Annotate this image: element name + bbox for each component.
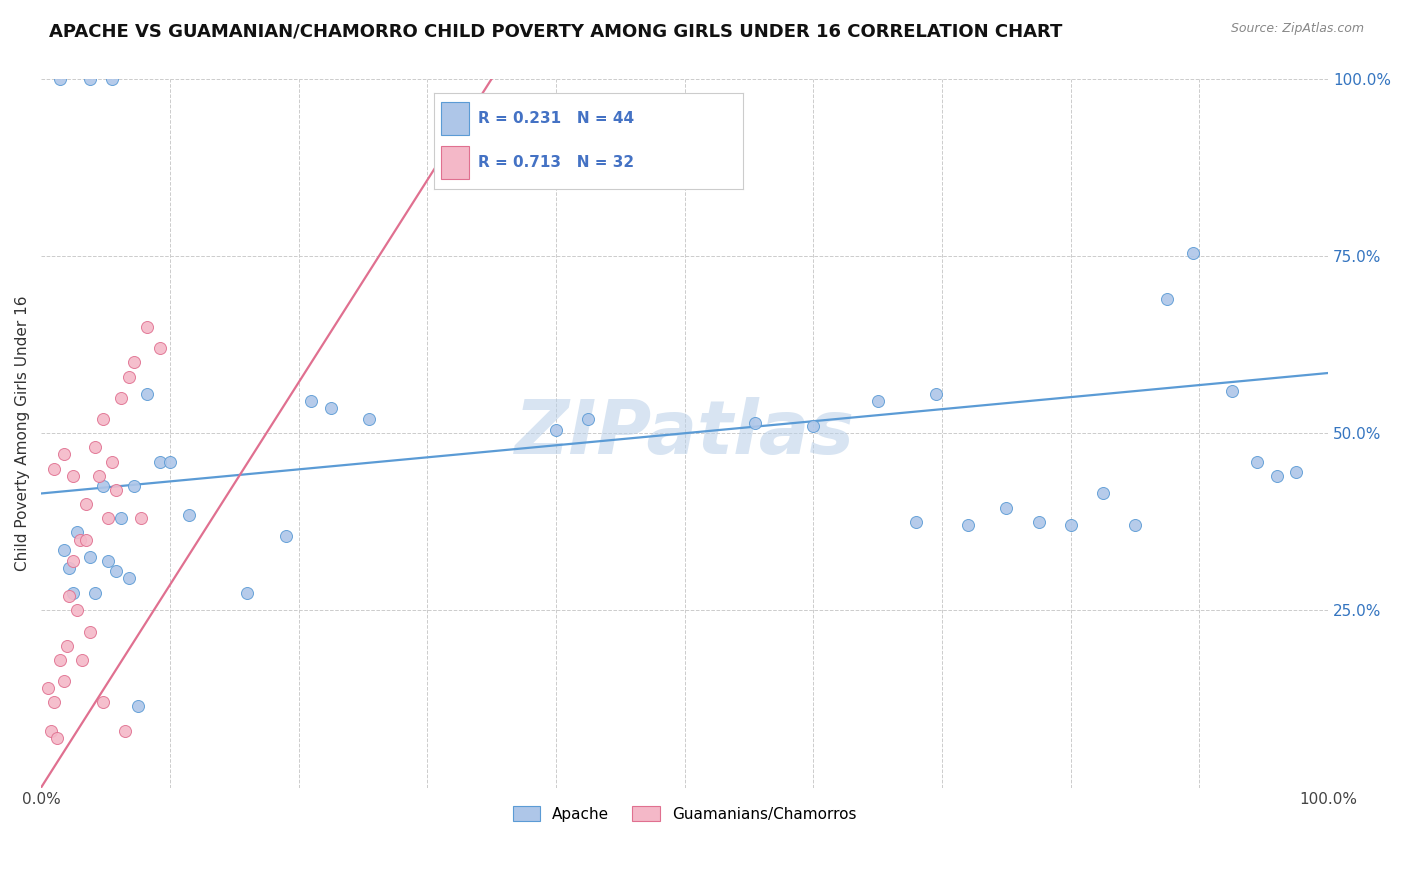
Point — [131, 511, 153, 525]
Point — [1265, 468, 1288, 483]
Point — [58, 561, 80, 575]
Point — [79, 72, 101, 87]
Point — [236, 585, 259, 599]
Point — [122, 355, 145, 369]
Point — [66, 603, 89, 617]
Point — [127, 699, 149, 714]
Point — [56, 639, 79, 653]
Point — [274, 529, 297, 543]
Point — [53, 674, 76, 689]
Point — [1060, 518, 1083, 533]
Point — [148, 454, 170, 468]
Point — [744, 416, 766, 430]
Point — [1123, 518, 1146, 533]
Point — [72, 653, 94, 667]
Point — [956, 518, 979, 533]
Point — [62, 585, 84, 599]
Point — [79, 624, 101, 639]
Point — [1091, 486, 1114, 500]
Point — [905, 515, 928, 529]
Point — [49, 72, 72, 87]
Point — [75, 533, 97, 547]
Point — [41, 723, 63, 738]
Point — [576, 412, 599, 426]
Text: Source: ZipAtlas.com: Source: ZipAtlas.com — [1230, 22, 1364, 36]
Point — [75, 497, 97, 511]
Point — [159, 454, 181, 468]
Point — [299, 394, 322, 409]
Point — [37, 681, 59, 696]
Point — [122, 479, 145, 493]
Point — [995, 500, 1018, 515]
Point — [84, 441, 107, 455]
Point — [104, 483, 127, 497]
Point — [104, 565, 127, 579]
Point — [97, 511, 120, 525]
Point — [42, 461, 65, 475]
Point — [1220, 384, 1243, 398]
Point — [69, 533, 91, 547]
Point — [117, 369, 139, 384]
Legend: Apache, Guamanians/Chamorros: Apache, Guamanians/Chamorros — [505, 798, 865, 830]
Point — [42, 696, 65, 710]
Point — [319, 401, 342, 416]
Point — [1285, 465, 1308, 479]
Point — [84, 585, 107, 599]
Point — [97, 554, 120, 568]
Point — [101, 72, 124, 87]
Point — [135, 320, 157, 334]
Point — [91, 479, 114, 493]
Point — [148, 341, 170, 355]
Point — [101, 454, 124, 468]
Point — [135, 387, 157, 401]
Point — [359, 412, 381, 426]
Point — [1156, 292, 1178, 306]
Point — [110, 511, 132, 525]
Text: APACHE VS GUAMANIAN/CHAMORRO CHILD POVERTY AMONG GIRLS UNDER 16 CORRELATION CHAR: APACHE VS GUAMANIAN/CHAMORRO CHILD POVER… — [49, 22, 1063, 40]
Point — [58, 589, 80, 603]
Point — [62, 468, 84, 483]
Point — [66, 525, 89, 540]
Point — [62, 554, 84, 568]
Point — [924, 387, 946, 401]
Point — [91, 412, 114, 426]
Point — [1246, 454, 1268, 468]
Point — [79, 550, 101, 565]
Point — [866, 394, 889, 409]
Y-axis label: Child Poverty Among Girls Under 16: Child Poverty Among Girls Under 16 — [15, 295, 30, 571]
Point — [49, 653, 72, 667]
Point — [91, 696, 114, 710]
Point — [179, 508, 201, 522]
Point — [801, 419, 824, 434]
Point — [1028, 515, 1050, 529]
Point — [114, 723, 136, 738]
Point — [117, 572, 139, 586]
Point — [87, 468, 110, 483]
Point — [53, 448, 76, 462]
Point — [53, 543, 76, 558]
Point — [45, 731, 67, 745]
Point — [110, 391, 132, 405]
Point — [1182, 245, 1205, 260]
Point — [544, 423, 567, 437]
Text: ZIPatlas: ZIPatlas — [515, 397, 855, 470]
